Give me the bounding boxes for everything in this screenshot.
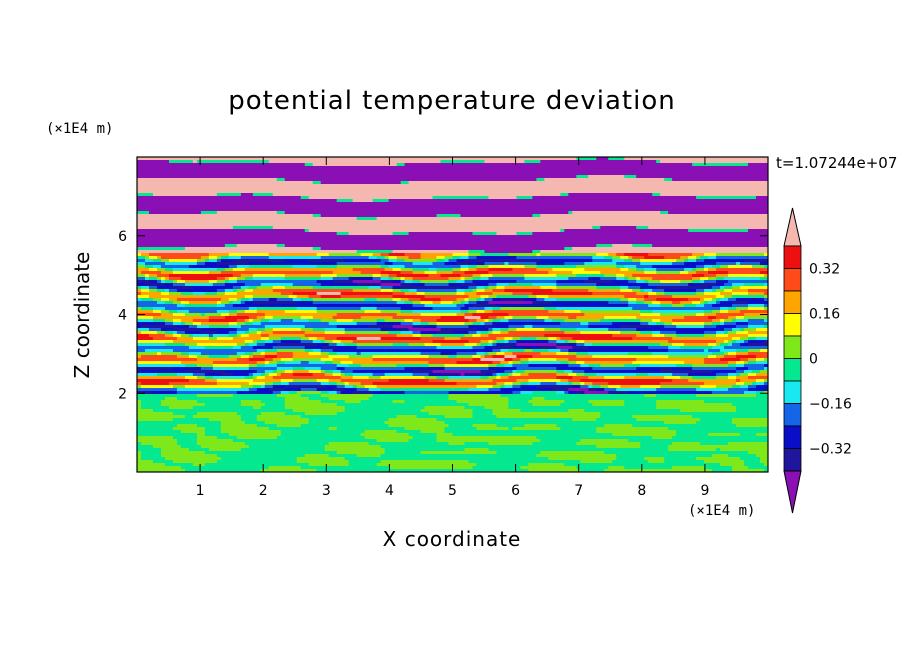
colorbar-segment	[783, 448, 802, 472]
y-tick-label: 4	[118, 308, 127, 324]
colorbar-tick-label: 0	[809, 352, 818, 368]
colorbar-segment	[783, 403, 802, 427]
colorbar-segment	[783, 313, 802, 337]
colorbar-segment	[783, 290, 802, 314]
colorbar-segment	[783, 335, 802, 359]
colorbar-tick-label: 0.16	[809, 307, 840, 323]
x-tick-label: 7	[574, 483, 583, 499]
x-tick-label: 9	[700, 483, 709, 499]
time-stamp: t=1.07244e+07	[776, 154, 898, 172]
colorbar-tick-label: −0.16	[809, 397, 852, 413]
chart-title: potential temperature deviation	[228, 86, 676, 116]
z-unit-label: (×1E4 m)	[46, 121, 114, 137]
y-tick-label: 6	[118, 229, 127, 245]
x-tick-label: 8	[637, 483, 646, 499]
x-axis-ticks: 1 2 3 4 5 6 7 8 9	[196, 157, 709, 499]
x-tick-label: 3	[322, 483, 331, 499]
colorbar-segment	[783, 425, 802, 449]
contour-field	[137, 157, 768, 472]
x-tick-label: 4	[385, 483, 394, 499]
x-tick-label: 6	[511, 483, 520, 499]
colorbar-tick-label: −0.32	[809, 442, 852, 458]
colorbar: 0.32 0.16 0 −0.16 −0.32	[783, 207, 852, 514]
x-unit-label: (×1E4 m)	[688, 503, 756, 519]
colorbar-segment	[783, 358, 802, 382]
y-tick-label: 2	[118, 386, 127, 402]
x-tick-label: 1	[196, 483, 205, 499]
colorbar-segment	[783, 268, 802, 292]
x-tick-label: 2	[259, 483, 268, 499]
x-tick-label: 5	[448, 483, 457, 499]
y-axis-label: Z coordinate	[70, 251, 94, 379]
colorbar-extend-top	[783, 207, 802, 247]
colorbar-segment	[783, 245, 802, 269]
y-axis-ticks: 2 4 6	[118, 229, 768, 402]
colorbar-extend-bottom	[783, 470, 802, 514]
colorbar-segment	[783, 380, 802, 404]
colorbar-tick-label: 0.32	[809, 262, 840, 278]
